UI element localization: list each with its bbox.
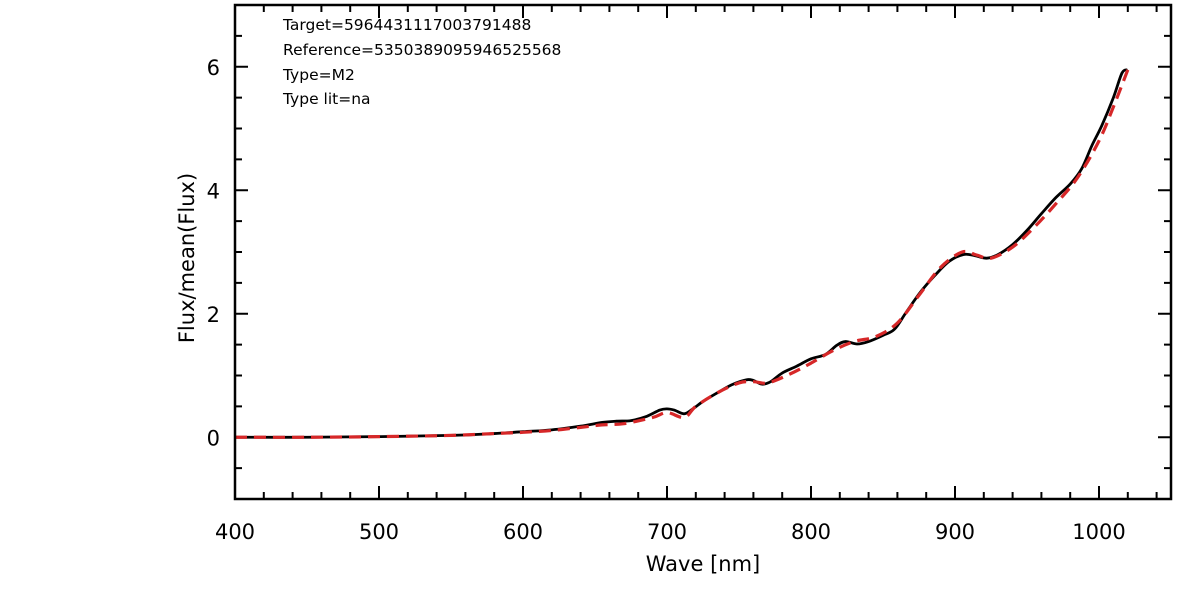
y-tick-label: 0 <box>207 426 220 450</box>
x-tick-labels: 400 500 600 700 800 900 1000 <box>215 520 1126 544</box>
minor-ticks <box>235 4 1171 500</box>
x-tick-label: 400 <box>215 520 255 544</box>
series-target-line <box>234 68 1129 439</box>
annotation-type: Type=M2 <box>282 66 355 84</box>
x-tick-label: 600 <box>503 520 543 544</box>
x-tick-label: 700 <box>647 520 687 544</box>
annotation-reference: Reference=5350389095946525568 <box>283 41 561 59</box>
major-ticks <box>234 5 1171 499</box>
plot-frame <box>233 3 1173 501</box>
x-tick-label: 800 <box>791 520 831 544</box>
y-tick-label: 6 <box>207 56 220 80</box>
y-tick-labels: 0 2 4 6 <box>207 56 220 451</box>
x-axis-title: Wave [nm] <box>646 552 760 576</box>
x-tick-label: 1000 <box>1072 520 1125 544</box>
x-tick-label: 900 <box>935 520 975 544</box>
series-layer <box>234 68 1130 439</box>
series-reference-line <box>234 69 1130 439</box>
y-axis-title: Flux/mean(Flux) <box>175 173 199 343</box>
y-tick-label: 4 <box>207 179 220 203</box>
annotation-target: Target=5964431117003791488 <box>282 16 531 34</box>
x-tick-label: 500 <box>359 520 399 544</box>
annotations: Target=5964431117003791488 Reference=535… <box>282 16 561 108</box>
annotation-type-lit: Type lit=na <box>282 90 371 108</box>
y-tick-label: 2 <box>207 303 220 327</box>
